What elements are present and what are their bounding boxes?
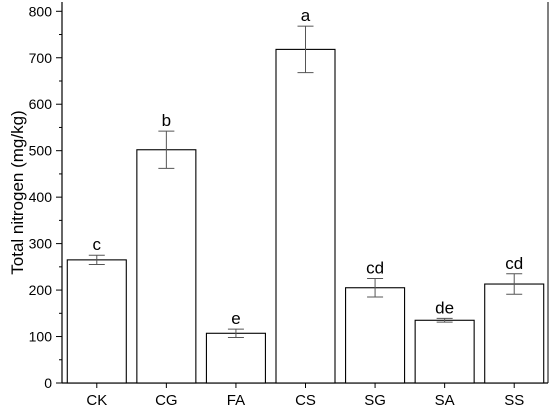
bar-fa bbox=[205, 332, 266, 384]
y-tick-label: 500 bbox=[29, 143, 53, 159]
significance-label: e bbox=[231, 309, 240, 328]
x-tick-label: FA bbox=[227, 392, 245, 409]
y-tick-label: 400 bbox=[29, 189, 53, 205]
x-tick-label: CS bbox=[295, 392, 316, 409]
y-axis-label: Total nitrogen (mg/kg) bbox=[8, 110, 27, 274]
x-tick-label: CK bbox=[86, 392, 107, 409]
significance-label: c bbox=[93, 235, 102, 254]
y-tick-label: 300 bbox=[29, 236, 53, 252]
x-tick-label: CG bbox=[155, 392, 178, 409]
bars: c b e a cd de cd bbox=[66, 6, 545, 384]
bar-ss bbox=[484, 283, 545, 384]
significance-label: de bbox=[435, 298, 454, 317]
y-tick-label: 100 bbox=[29, 329, 53, 345]
bar-cg bbox=[136, 149, 197, 384]
x-tick-label: SS bbox=[504, 392, 524, 409]
significance-label: a bbox=[301, 6, 311, 25]
bar-ck bbox=[66, 259, 127, 384]
significance-label: b bbox=[162, 111, 171, 130]
bar-sa bbox=[414, 319, 475, 384]
bar-cs bbox=[275, 48, 336, 384]
y-tick-label: 200 bbox=[29, 282, 53, 298]
bar-sg bbox=[345, 287, 406, 384]
y-tick-label: 0 bbox=[44, 375, 52, 391]
y-tick-label: 800 bbox=[29, 3, 53, 19]
x-axis: CK CG FA CS SG SA SS bbox=[62, 382, 548, 409]
y-tick-label: 600 bbox=[29, 96, 53, 112]
y-tick-label: 700 bbox=[29, 50, 53, 66]
x-tick-label: SA bbox=[435, 392, 455, 409]
significance-label: cd bbox=[366, 258, 384, 277]
y-axis: 0 100 200 300 400 500 600 700 800 bbox=[29, 2, 63, 391]
x-tick-label: SG bbox=[364, 392, 386, 409]
significance-label: cd bbox=[505, 254, 523, 273]
